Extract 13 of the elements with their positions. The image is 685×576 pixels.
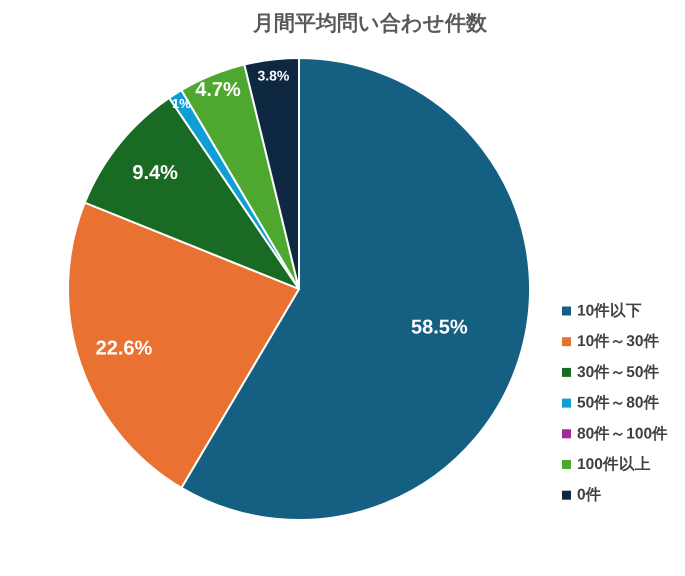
data-label: 58.5%	[411, 316, 468, 338]
chart-title: 月間平均問い合わせ件数	[252, 12, 488, 35]
legend-label: 10件～30件	[577, 332, 660, 350]
legend-label: 50件～80件	[577, 394, 660, 412]
data-label: 9.4%	[132, 162, 178, 184]
legend-label: 80件～100件	[577, 424, 668, 442]
data-label: 4.7%	[195, 79, 242, 102]
legend-label: 10件以下	[577, 302, 642, 320]
legend-label: 0件	[577, 486, 602, 504]
data-label: 22.6%	[96, 337, 153, 360]
legend-label: 30件～50件	[577, 362, 660, 381]
data-label: 3.8%	[257, 68, 290, 84]
legend-label: 100件以上	[577, 455, 651, 473]
